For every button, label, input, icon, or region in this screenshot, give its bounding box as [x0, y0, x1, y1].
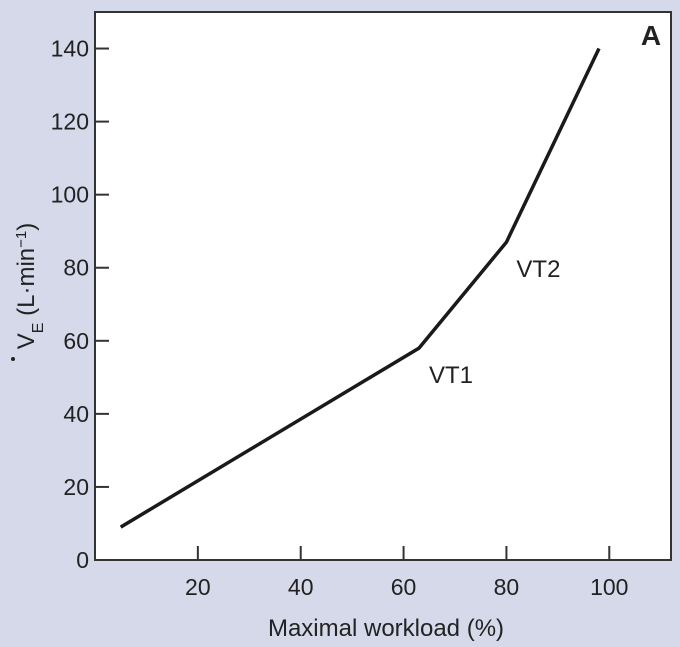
- x-tick-label: 60: [391, 574, 417, 600]
- annotation-label: VT1: [429, 362, 473, 389]
- y-axis-label-units-close: ): [13, 223, 40, 231]
- y-axis-label-superscript: −1: [13, 231, 30, 248]
- plot-area: [94, 11, 672, 561]
- y-tick-label: 20: [63, 474, 89, 500]
- y-axis-label-units: (L·min: [13, 248, 40, 323]
- y-axis-ticks: 0 20 40 60 80 100 120 140: [51, 36, 109, 573]
- y-tick-label: 0: [76, 547, 89, 573]
- series-line: [119, 47, 601, 529]
- y-tick-label: 140: [51, 36, 89, 62]
- x-tick-label: 20: [185, 574, 211, 600]
- annotation-label: VT2: [516, 256, 560, 283]
- x-tick-label: 100: [590, 574, 628, 600]
- annotation-layer: VT1 VT2: [429, 256, 560, 389]
- y-tick-label: 40: [63, 401, 89, 427]
- y-axis-label-subscript: E: [30, 323, 47, 334]
- x-axis-label: Maximal workload (%): [268, 615, 504, 642]
- x-tick-label: 40: [288, 574, 314, 600]
- x-axis-ticks: 20 40 60 80 100: [185, 546, 628, 600]
- y-tick-label: 120: [51, 109, 89, 135]
- y-axis-label: VE (L·min−1): [13, 223, 47, 349]
- y-axis-label-dot: [11, 357, 15, 361]
- series-layer: [119, 47, 601, 529]
- x-tick-label: 80: [494, 574, 520, 600]
- panel-label: A: [641, 20, 661, 51]
- y-tick-label: 100: [51, 182, 89, 208]
- y-tick-label: 80: [63, 255, 89, 281]
- y-axis-label-symbol: V: [13, 333, 40, 349]
- y-tick-label: 60: [63, 328, 89, 354]
